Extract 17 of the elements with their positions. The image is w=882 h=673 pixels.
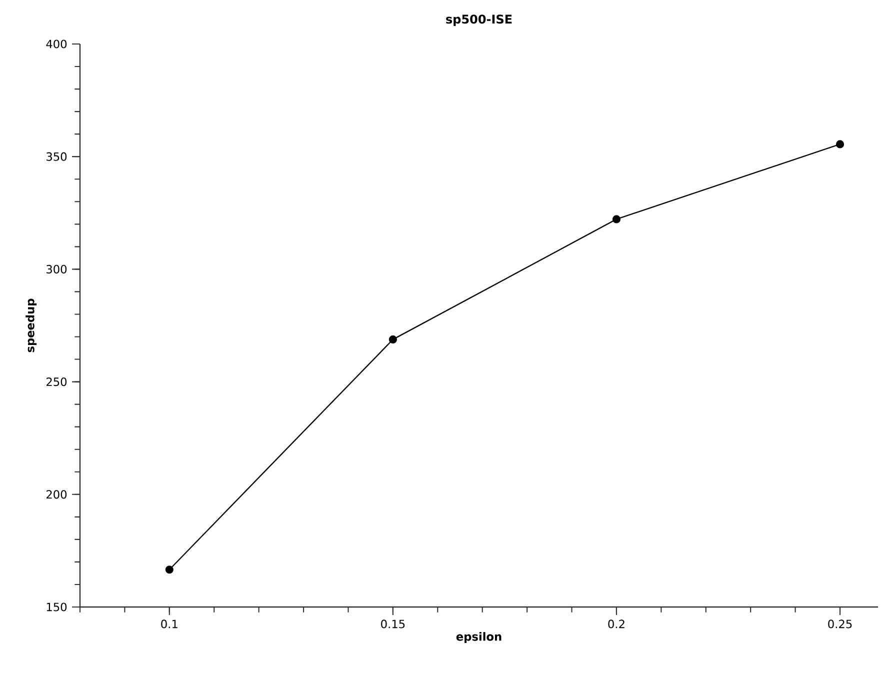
y-tick-label: 400 xyxy=(46,40,67,48)
x-tick-label: 0.1 xyxy=(161,620,178,628)
x-tick-label: 0.2 xyxy=(608,620,624,628)
y-tick-label: 150 xyxy=(46,602,67,612)
y-tick-label: 300 xyxy=(46,264,67,274)
point xyxy=(612,215,621,224)
x-tick-label: 0.25 xyxy=(828,620,852,628)
point xyxy=(165,566,174,574)
point xyxy=(836,140,844,148)
y-tick-label: 200 xyxy=(46,490,67,499)
y-axis-title: speedup xyxy=(26,298,37,352)
y-tick-label: 250 xyxy=(46,378,67,386)
y-tick-label: 350 xyxy=(46,152,67,161)
x-axis-title: epsilon xyxy=(456,632,502,644)
x-tick-label: 0.15 xyxy=(381,620,405,628)
chart-title: sp500-ISE xyxy=(446,14,512,26)
point xyxy=(388,335,397,344)
